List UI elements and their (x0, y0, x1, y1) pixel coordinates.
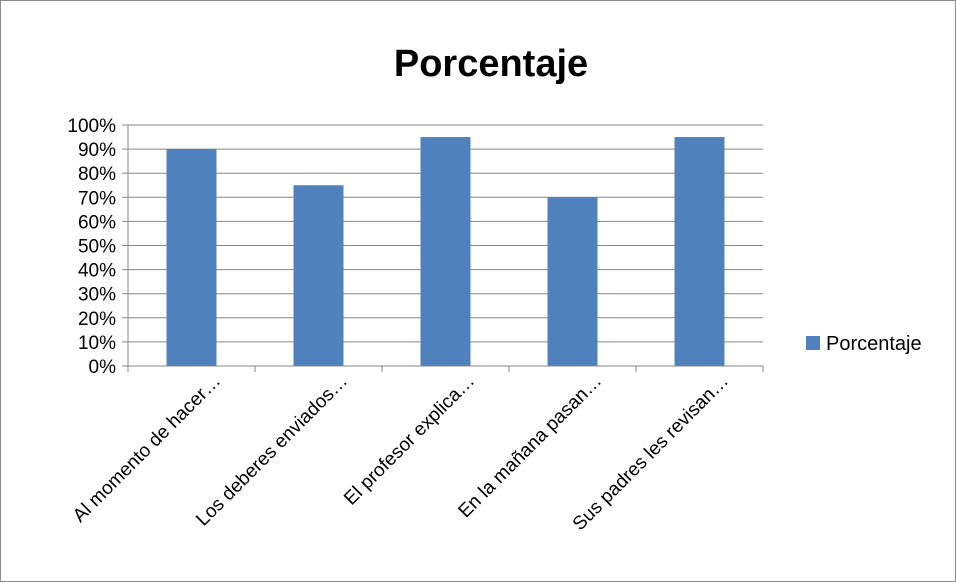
y-tick-label: 10% (78, 333, 116, 354)
bar (166, 149, 217, 366)
bar (293, 185, 344, 366)
y-tick-label: 70% (78, 188, 116, 209)
chart-title: Porcentaje (394, 43, 588, 85)
y-tick-label: 0% (89, 357, 117, 378)
bar (674, 137, 725, 366)
bar (547, 197, 598, 366)
x-category-label: Los deberes enviados… (192, 371, 352, 531)
y-tick-label: 20% (78, 309, 116, 330)
bar (420, 137, 471, 366)
y-tick-label: 30% (78, 285, 116, 306)
x-category-label: Al momento de hacer… (69, 371, 225, 527)
y-axis-tick-labels: 0% 10% 20% 30% 40% 50% 60% 70% 80% 90% 100% (67, 116, 116, 378)
y-tick-label: 90% (78, 140, 116, 161)
axes (127, 125, 764, 372)
y-tick-label: 80% (78, 164, 116, 185)
x-category-label: El profesor explica… (340, 371, 479, 510)
y-tick-label: 60% (78, 212, 116, 233)
x-axis-category-labels: Al momento de hacer…Los deberes enviados… (69, 371, 733, 535)
y-tick-label: 40% (78, 261, 116, 282)
y-tick-label: 50% (78, 237, 116, 258)
legend-swatch (806, 336, 820, 350)
legend-label: Porcentaje (826, 333, 922, 355)
x-category-label: En la mañana pasan… (455, 371, 607, 523)
bars (166, 137, 725, 366)
legend: Porcentaje (806, 333, 922, 355)
y-tick-label: 100% (67, 116, 116, 137)
